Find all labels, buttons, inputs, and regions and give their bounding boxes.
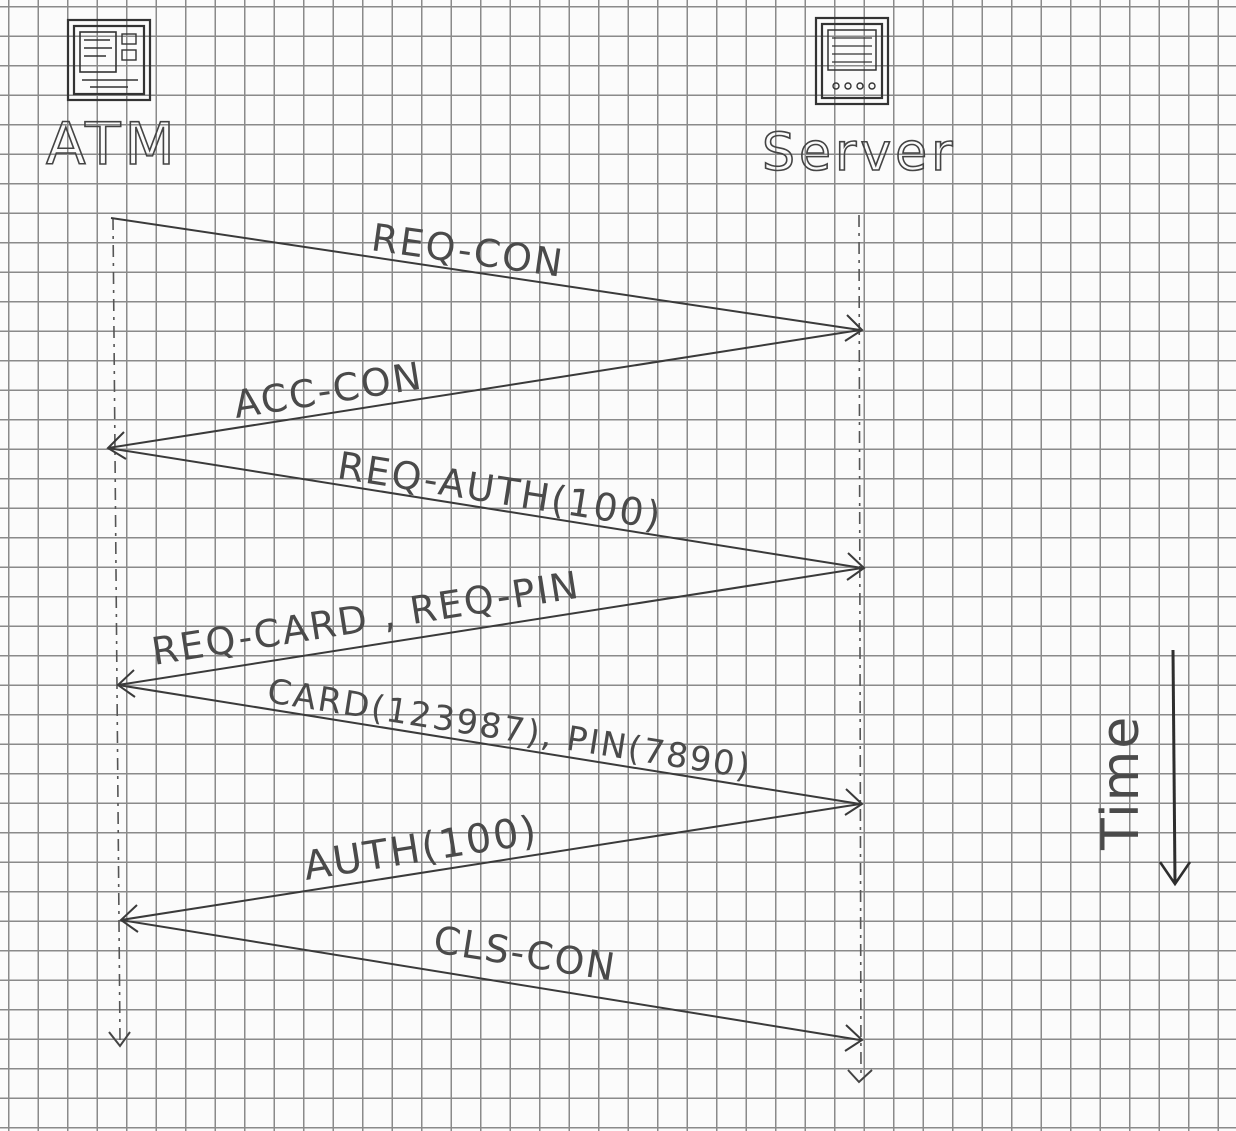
lifeline-server — [858, 214, 862, 1079]
message-label-req-card-pin: REQ-CARD , REQ-PIN — [149, 563, 584, 674]
time-axis-arrow — [1158, 649, 1192, 887]
message-card-pin — [117, 684, 864, 816]
message-label-req-auth: REQ-AUTH(100) — [335, 443, 666, 538]
participant-label-server: Server — [762, 123, 957, 183]
atm-machine-icon — [66, 18, 152, 102]
message-label-card-pin: CARD(123987), PIN(7890) — [265, 671, 755, 787]
message-req-con — [110, 217, 864, 342]
message-label-auth: AUTH(100) — [300, 807, 541, 889]
message-label-cls-con: CLS-CON — [431, 917, 620, 989]
lifeline-server-end-arrow — [847, 1069, 873, 1084]
message-cls-con — [120, 919, 864, 1052]
lifeline-atm-end-arrow — [108, 1031, 131, 1048]
message-req-auth — [107, 447, 866, 581]
message-label-acc-con: ACC-CON — [231, 354, 427, 427]
participant-label-atm: ATM — [46, 110, 179, 178]
message-acc-con — [106, 329, 861, 460]
message-label-req-con: REQ-CON — [369, 215, 567, 286]
server-icon — [814, 16, 890, 106]
lifeline-atm — [112, 217, 121, 1041]
time-axis-label: Time — [1091, 715, 1151, 851]
